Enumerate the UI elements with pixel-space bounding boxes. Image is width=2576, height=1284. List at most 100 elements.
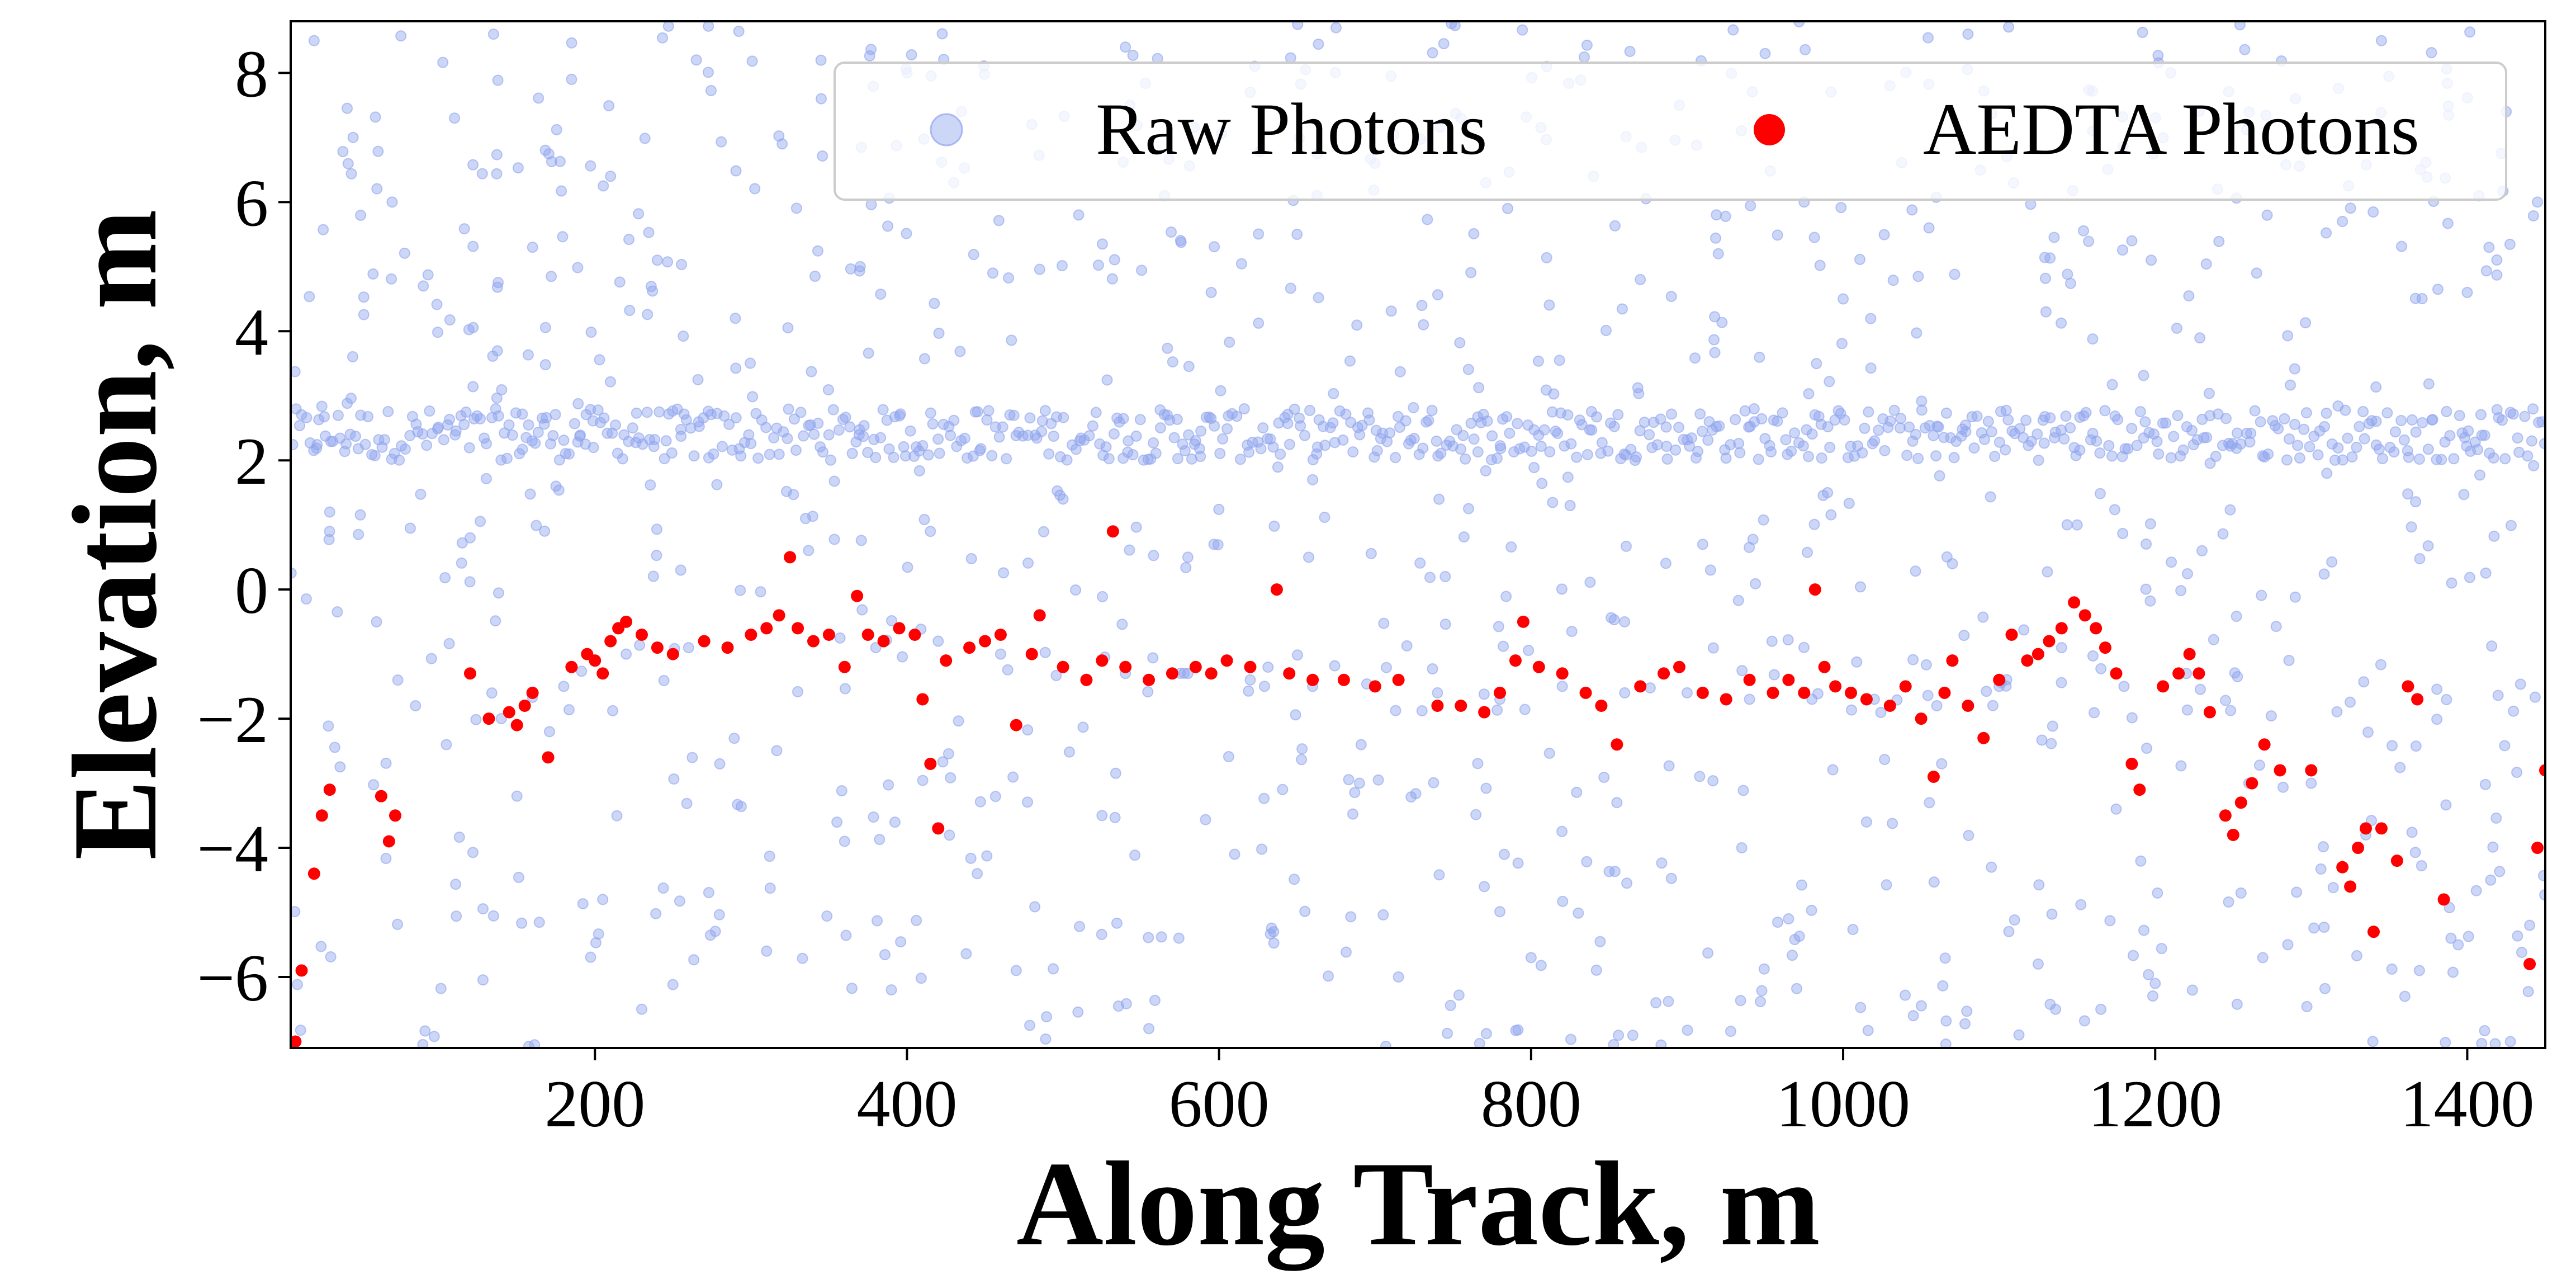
raw-photon-point: [854, 424, 865, 436]
raw-photon-point: [1684, 440, 1696, 452]
raw-photon-point: [1441, 1027, 1453, 1039]
raw-photon-point: [773, 130, 785, 142]
aedta-photon-point: [1798, 686, 1811, 699]
raw-photon-point: [1565, 438, 1577, 450]
raw-photon-point: [1931, 700, 1943, 711]
raw-photon-point: [1147, 652, 1159, 664]
raw-photon-point: [862, 447, 874, 459]
legend-aedta-label: AEDTA Photons: [1923, 88, 2419, 170]
raw-photon-point: [1355, 739, 1367, 750]
raw-photon-point: [868, 811, 879, 823]
raw-photon-point: [1765, 446, 1777, 458]
raw-photon-point: [1313, 39, 1324, 50]
raw-photon-point: [2318, 421, 2330, 432]
aedta-photon-point: [2352, 842, 2365, 855]
aedta-photon-point: [1532, 660, 1545, 673]
raw-photon-point: [1783, 913, 1794, 925]
raw-photon-point: [1478, 688, 1490, 700]
raw-photon-point: [524, 488, 536, 500]
raw-photon-point: [2095, 663, 2107, 674]
raw-photon-point: [716, 441, 728, 452]
raw-photon-point: [1380, 1041, 1392, 1048]
raw-photon-point: [1329, 660, 1341, 672]
raw-photon-point: [886, 984, 897, 996]
raw-photon-point: [503, 419, 515, 431]
raw-photon-point: [2033, 879, 2045, 891]
raw-photon-point: [1200, 814, 1211, 825]
raw-photon-point: [1285, 52, 1296, 64]
raw-photon-point: [2208, 634, 2219, 645]
raw-photon-point: [981, 414, 993, 426]
aedta-photon-point: [1634, 680, 1647, 693]
raw-photon-point: [1480, 465, 1491, 476]
raw-photon-point: [915, 973, 927, 984]
raw-photon-point: [1502, 202, 1513, 214]
raw-photon-point: [797, 952, 808, 964]
raw-photon-point: [2432, 284, 2444, 295]
raw-photon-point: [564, 448, 575, 460]
y-tick-label: −6: [197, 941, 268, 1015]
raw-photon-point: [2402, 488, 2414, 500]
raw-photon-point: [2147, 990, 2158, 1002]
raw-photon-point: [2479, 1025, 2490, 1037]
raw-photon-point: [872, 915, 883, 927]
raw-photon-point: [1036, 426, 1048, 437]
raw-photon-point: [2345, 202, 2356, 214]
raw-photon-point: [493, 587, 504, 599]
raw-photon-point: [1024, 412, 1036, 424]
raw-photon-point: [493, 410, 504, 422]
raw-photon-point: [2489, 1038, 2501, 1048]
raw-photon-point: [2448, 453, 2460, 465]
raw-photon-point: [1480, 1028, 1492, 1040]
raw-photon-point: [2117, 527, 2129, 539]
raw-photon-point: [831, 816, 843, 828]
raw-photon-point: [675, 564, 686, 576]
raw-photon-point: [1865, 362, 1877, 374]
raw-photon-point: [2013, 1029, 2025, 1041]
raw-photon-point: [2112, 414, 2124, 426]
raw-photon-point: [2091, 435, 2103, 447]
raw-photon-point: [367, 268, 379, 280]
raw-photon-point: [917, 775, 929, 786]
raw-photon-point: [1928, 876, 1940, 888]
raw-photon-point: [1815, 418, 1827, 430]
aedta-photon-point: [2068, 596, 2081, 609]
raw-photon-point: [1171, 413, 1183, 425]
raw-photon-point: [491, 168, 503, 180]
raw-photon-point: [989, 791, 1001, 802]
raw-photon-point: [1257, 422, 1269, 434]
raw-photon-point: [2138, 924, 2150, 936]
raw-photon-point: [1737, 785, 1749, 796]
raw-photon-point: [1345, 911, 1357, 923]
aedta-photon-point: [1283, 667, 1296, 680]
raw-photon-point: [817, 446, 829, 458]
aedta-photon-point: [2043, 635, 2056, 648]
raw-photon-point: [2094, 488, 2106, 499]
raw-photon-point: [1313, 414, 1325, 426]
raw-photon-point: [1154, 422, 1166, 434]
raw-photon-point: [325, 951, 337, 962]
raw-photon-point: [894, 408, 906, 420]
raw-photon-point: [2071, 519, 2083, 531]
raw-photon-point: [1494, 906, 1506, 918]
raw-photon-point: [1606, 612, 1617, 624]
aedta-photon-point: [2055, 622, 2068, 635]
raw-photon-point: [2171, 322, 2182, 334]
raw-photon-point: [2522, 450, 2534, 462]
aedta-photon-point: [2021, 654, 2034, 667]
raw-photon-point: [337, 146, 349, 158]
raw-photon-point: [553, 484, 565, 496]
raw-photon-point: [2292, 440, 2304, 451]
raw-photon-point: [899, 450, 911, 462]
raw-photon-point: [1814, 259, 1826, 271]
aedta-photon-point: [1915, 712, 1928, 725]
raw-photon-point: [1839, 414, 1850, 426]
raw-photon-point: [449, 429, 461, 441]
raw-photon-point: [428, 1031, 440, 1042]
raw-photon-point: [2332, 442, 2344, 454]
raw-photon-point: [919, 353, 931, 365]
raw-photon-point: [2127, 950, 2139, 961]
raw-photon-point: [2231, 611, 2242, 622]
raw-photon-point: [875, 289, 887, 300]
raw-photon-point: [1941, 551, 1953, 563]
